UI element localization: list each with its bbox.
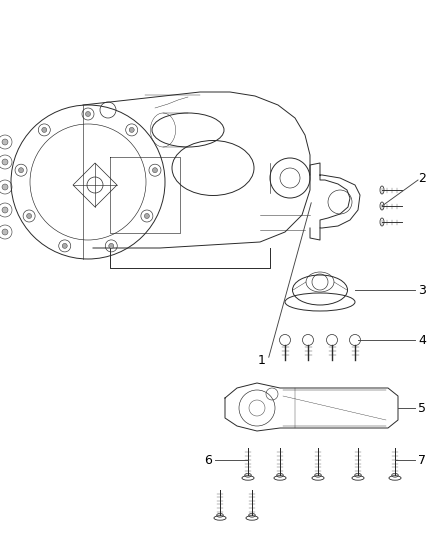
Circle shape <box>152 168 158 173</box>
Circle shape <box>18 168 24 173</box>
Text: 4: 4 <box>418 334 426 346</box>
Circle shape <box>2 207 8 213</box>
Circle shape <box>2 229 8 235</box>
Text: 3: 3 <box>418 284 426 296</box>
Text: 7: 7 <box>418 454 426 466</box>
Text: 1: 1 <box>258 353 266 367</box>
Text: 5: 5 <box>418 401 426 415</box>
Circle shape <box>62 244 67 248</box>
Circle shape <box>2 159 8 165</box>
Text: 6: 6 <box>204 454 212 466</box>
Circle shape <box>145 214 149 219</box>
Circle shape <box>2 184 8 190</box>
Circle shape <box>129 127 134 132</box>
Circle shape <box>85 111 91 117</box>
Circle shape <box>109 244 114 248</box>
Circle shape <box>42 127 47 132</box>
Text: 2: 2 <box>418 172 426 184</box>
Circle shape <box>27 214 32 219</box>
Circle shape <box>2 139 8 145</box>
